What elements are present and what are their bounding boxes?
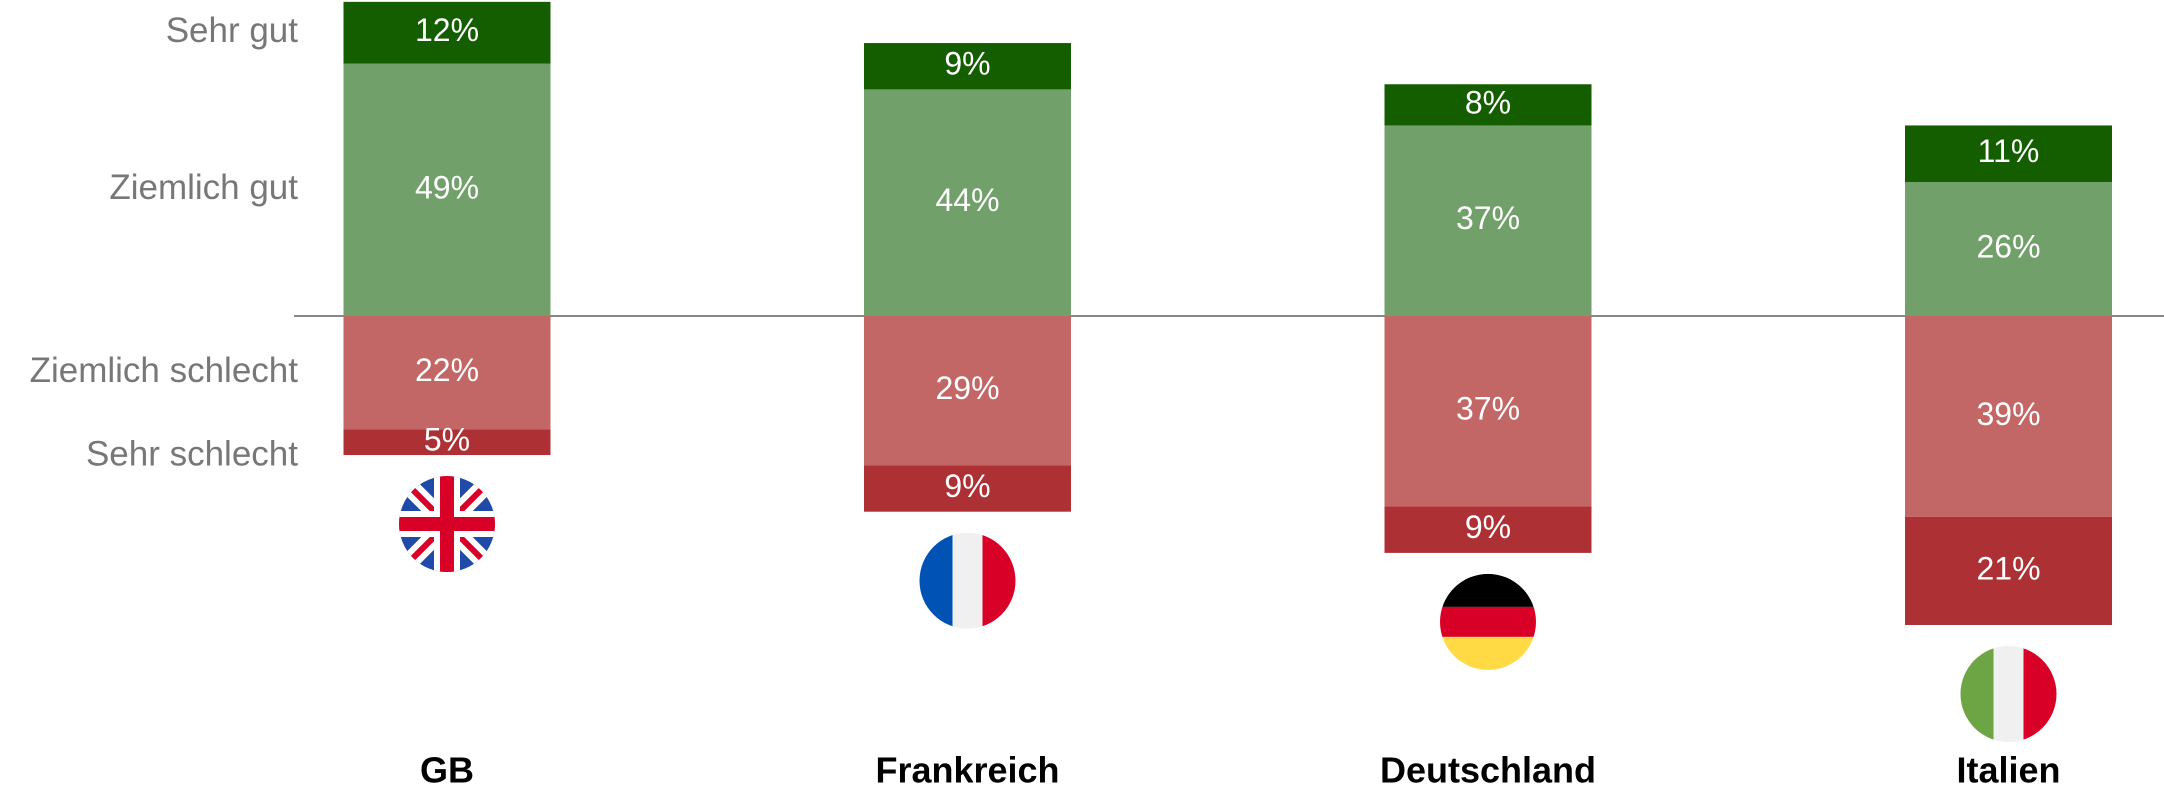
flag-clip bbox=[1440, 573, 1536, 670]
flag-part bbox=[1993, 646, 2024, 742]
value-label: 22% bbox=[415, 352, 479, 388]
bar-segment bbox=[343, 316, 551, 430]
value-label: 39% bbox=[1976, 396, 2040, 432]
value-label: 26% bbox=[1976, 229, 2040, 265]
category-label: Deutschland bbox=[1380, 750, 1596, 791]
bar-segment bbox=[1384, 316, 1592, 507]
flag-clip bbox=[1960, 646, 2057, 742]
flag-part bbox=[1440, 573, 1536, 607]
bar-segment bbox=[343, 429, 551, 456]
flag-part bbox=[399, 476, 495, 573]
flag-part bbox=[2023, 646, 2057, 742]
bar-segment bbox=[1384, 506, 1592, 553]
bar-segment bbox=[1905, 316, 2112, 517]
bar-segment bbox=[343, 1, 551, 64]
value-label: 29% bbox=[935, 370, 999, 406]
value-label: 12% bbox=[415, 12, 479, 48]
flag-part bbox=[982, 532, 1016, 629]
value-label: 8% bbox=[1465, 84, 1511, 120]
value-label: 21% bbox=[1976, 550, 2040, 586]
flag-part bbox=[1440, 606, 1536, 637]
flag-part bbox=[919, 532, 953, 629]
bar-segment bbox=[864, 43, 1071, 90]
bar-segment bbox=[343, 63, 551, 317]
legend-label: Ziemlich schlecht bbox=[30, 351, 299, 390]
legend-label: Sehr gut bbox=[166, 11, 299, 50]
flag-clip bbox=[399, 476, 495, 573]
bar-segment bbox=[1905, 125, 2112, 183]
bar-segment bbox=[1905, 516, 2112, 625]
bar-segment bbox=[864, 316, 1071, 466]
value-label: 9% bbox=[944, 46, 990, 82]
flag-part bbox=[1440, 636, 1536, 670]
flag-part bbox=[1960, 646, 1994, 742]
flag bbox=[919, 532, 1016, 629]
flag bbox=[1440, 573, 1536, 670]
flag-clip bbox=[919, 532, 1016, 629]
value-label: 9% bbox=[1465, 509, 1511, 545]
bar-segment bbox=[1384, 125, 1592, 316]
flag-part bbox=[952, 532, 983, 629]
category-label: Frankreich bbox=[875, 750, 1059, 791]
value-label: 37% bbox=[1456, 391, 1520, 427]
bar-segment bbox=[1905, 182, 2112, 316]
value-label: 37% bbox=[1456, 200, 1520, 236]
bar-segment bbox=[864, 465, 1071, 512]
category-label: GB bbox=[420, 750, 474, 791]
value-label: 5% bbox=[424, 422, 470, 458]
flag bbox=[1960, 646, 2057, 742]
value-label: 49% bbox=[415, 169, 479, 205]
value-label: 11% bbox=[1978, 133, 2040, 169]
value-label: 9% bbox=[944, 468, 990, 504]
legend-label: Ziemlich gut bbox=[109, 168, 298, 207]
category-label: Italien bbox=[1956, 750, 2060, 791]
bar-segment bbox=[1384, 84, 1592, 126]
legend-label: Sehr schlecht bbox=[86, 434, 298, 473]
flag bbox=[399, 476, 495, 573]
bar-segment bbox=[864, 89, 1071, 317]
value-label: 44% bbox=[935, 182, 999, 218]
